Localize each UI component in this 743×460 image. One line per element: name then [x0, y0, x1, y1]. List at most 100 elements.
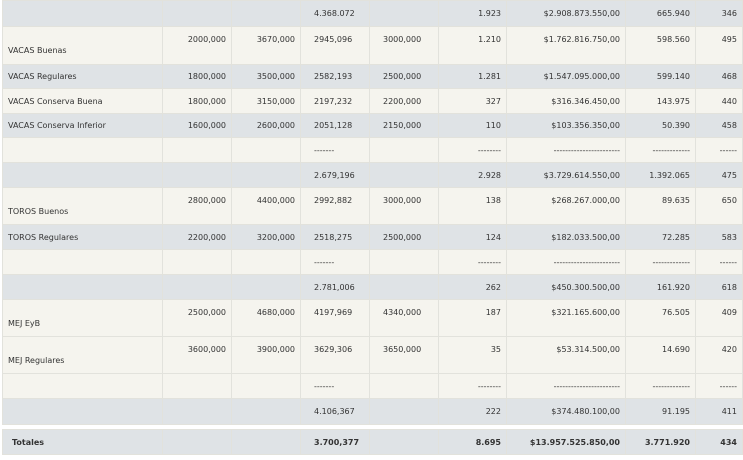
cell: 4.368.072	[300, 0, 370, 27]
cell: 4197,969	[300, 299, 370, 337]
row-label	[2, 162, 163, 188]
cell	[369, 373, 439, 399]
cell: 14.690	[625, 336, 696, 374]
cell: $374.480.100,00	[506, 398, 626, 425]
cell: $3.729.614.550,00	[506, 162, 626, 188]
cell: 3200,000	[231, 224, 301, 250]
cell: 598.560	[625, 26, 696, 65]
cell	[162, 274, 232, 300]
table-row: TOROS Regulares 2200,000 3200,000 2518,275 2…	[2, 224, 743, 250]
table-row: 2.781,006 262 $450.300.500,00 161.920 618	[2, 274, 743, 300]
cell: $182.033.500,00	[506, 224, 626, 250]
table-row: MEJ EyB 2500,000 4680,000 4197,969 4340,000 1…	[2, 299, 743, 337]
cell: ------	[695, 137, 743, 163]
cell: 2500,000	[162, 299, 232, 337]
cell: 2.928	[438, 162, 507, 188]
cell	[162, 162, 232, 188]
cell	[231, 0, 301, 27]
cell: 2.679,196	[300, 162, 370, 188]
cell	[369, 429, 439, 455]
table-row: ------- -------- ----------------------- --…	[2, 137, 743, 163]
row-label: TOROS Regulares	[2, 224, 163, 250]
cell: 110	[438, 113, 507, 138]
cell	[162, 398, 232, 425]
cell: $53.314.500,00	[506, 336, 626, 374]
row-label: Totales	[2, 429, 163, 455]
cell: -------	[300, 249, 370, 275]
table-row: TOROS Buenos 2800,000 4400,000 2992,882 3000…	[2, 187, 743, 225]
cell	[231, 373, 301, 399]
table-row: ------- -------- ----------------------- --…	[2, 373, 743, 399]
cell: 1800,000	[162, 64, 232, 89]
cell: 2945,096	[300, 26, 370, 65]
cell: 411	[695, 398, 743, 425]
cell: -------------	[625, 137, 696, 163]
cell	[231, 137, 301, 163]
cell: 650	[695, 187, 743, 225]
row-label	[2, 0, 163, 27]
cell: 409	[695, 299, 743, 337]
cell: 2197,232	[300, 88, 370, 114]
table-row: 4.368.072 1.923 $2.908.873.550,00 665.940 34…	[2, 0, 743, 27]
cell: -------------	[625, 249, 696, 275]
cell	[231, 249, 301, 275]
cell: 3150,000	[231, 88, 301, 114]
cell: 1800,000	[162, 88, 232, 114]
cell: -----------------------	[506, 137, 626, 163]
table-row: VACAS Conserva Inferior 1600,000 2600,000 2…	[2, 113, 743, 138]
cell: 420	[695, 336, 743, 374]
totals-table: Totales 3.700,377 8.695 $13.957.525.850,00 3…	[2, 429, 743, 455]
cell: 35	[438, 336, 507, 374]
row-label	[2, 249, 163, 275]
row-label: VACAS Buenas	[2, 26, 163, 65]
row-label: VACAS Conserva Inferior	[2, 113, 163, 138]
cell: 76.505	[625, 299, 696, 337]
cell: $1.762.816.750,00	[506, 26, 626, 65]
cell: 2051,128	[300, 113, 370, 138]
cell: --------	[438, 373, 507, 399]
cell: 2500,000	[369, 64, 439, 89]
cell: -------	[300, 137, 370, 163]
cell: 161.920	[625, 274, 696, 300]
cell: ------	[695, 373, 743, 399]
cell: 665.940	[625, 0, 696, 27]
cell	[369, 137, 439, 163]
row-label	[2, 137, 163, 163]
cell: 187	[438, 299, 507, 337]
cell: 50.390	[625, 113, 696, 138]
cell: 3650,000	[369, 336, 439, 374]
cell: 2200,000	[369, 88, 439, 114]
cell: 458	[695, 113, 743, 138]
cell	[369, 249, 439, 275]
row-label	[2, 398, 163, 425]
cell: $321.165.600,00	[506, 299, 626, 337]
table-row: VACAS Buenas 2000,000 3670,000 2945,096 3000…	[2, 26, 743, 65]
cell: $268.267.000,00	[506, 187, 626, 225]
cell	[162, 137, 232, 163]
cell: 1600,000	[162, 113, 232, 138]
cell: 2800,000	[162, 187, 232, 225]
cell: 1.392.065	[625, 162, 696, 188]
table-row: ------- -------- ----------------------- --…	[2, 249, 743, 275]
cell: 2150,000	[369, 113, 439, 138]
cell: 327	[438, 88, 507, 114]
cell: $103.356.350,00	[506, 113, 626, 138]
cell: ------	[695, 249, 743, 275]
cell: 583	[695, 224, 743, 250]
cell: 434	[695, 429, 743, 455]
cell	[369, 274, 439, 300]
cell	[162, 249, 232, 275]
totals-row: Totales 3.700,377 8.695 $13.957.525.850,00 3…	[2, 429, 743, 455]
cell: 618	[695, 274, 743, 300]
cell: 2518,275	[300, 224, 370, 250]
cell: 346	[695, 0, 743, 27]
table-row: 2.679,196 2.928 $3.729.614.550,00 1.392.065…	[2, 162, 743, 188]
cell: 4400,000	[231, 187, 301, 225]
cell: 89.635	[625, 187, 696, 225]
table-row: VACAS Conserva Buena 1800,000 3150,000 2197…	[2, 88, 743, 114]
cell: 3.771.920	[625, 429, 696, 455]
row-label	[2, 373, 163, 399]
cell: 2000,000	[162, 26, 232, 65]
row-label: TOROS Buenos	[2, 187, 163, 225]
